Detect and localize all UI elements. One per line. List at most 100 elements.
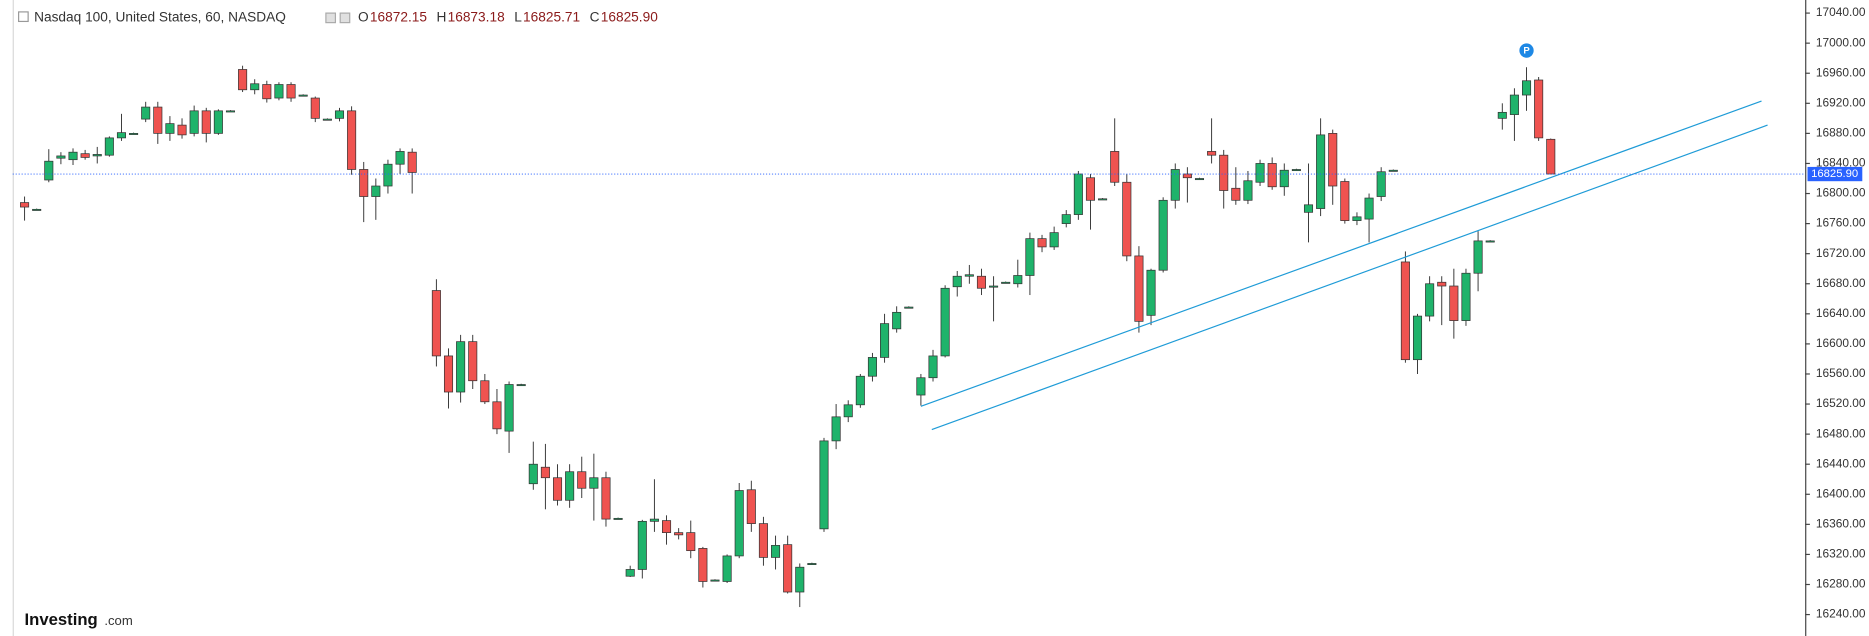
- collapse-icon[interactable]: [18, 11, 29, 23]
- candle-body: [1207, 151, 1217, 156]
- candle-body: [238, 69, 248, 91]
- candle-body: [1219, 154, 1229, 191]
- candle-body: [1267, 163, 1277, 188]
- candle-body: [1522, 80, 1532, 96]
- candle-body: [1340, 181, 1350, 221]
- candle-body: [795, 566, 805, 593]
- candle-body: [807, 563, 817, 565]
- candle-body: [456, 341, 466, 393]
- candle-body: [262, 84, 272, 100]
- candle-body: [880, 323, 890, 358]
- ohlc-value: 16872.15: [370, 9, 427, 24]
- candle-body: [964, 274, 974, 277]
- candle-body: [528, 463, 538, 485]
- candle-body: [771, 545, 781, 558]
- candle-body: [1400, 261, 1410, 361]
- candle-body: [68, 151, 78, 161]
- candle-body: [1376, 171, 1386, 197]
- candle-body: [1243, 180, 1253, 201]
- candle-body: [1279, 169, 1289, 188]
- candle-body: [310, 97, 320, 119]
- y-tick-label: 16840.00: [1816, 156, 1866, 170]
- candle-body: [1122, 181, 1132, 257]
- candle-body: [649, 518, 659, 522]
- candle-body: [1437, 281, 1447, 287]
- settings-icon[interactable]: [325, 12, 337, 24]
- candle-body: [589, 477, 599, 489]
- candle-body: [347, 110, 357, 170]
- candle-body: [395, 151, 405, 165]
- candle-body: [552, 477, 563, 501]
- candle-body: [480, 380, 490, 403]
- candle-body: [637, 520, 647, 570]
- candle-body: [286, 84, 296, 99]
- candle-body: [1485, 240, 1495, 243]
- candle-body: [1073, 173, 1083, 215]
- candle-body: [129, 133, 139, 135]
- candle-body: [189, 110, 199, 134]
- candle-body: [492, 401, 502, 430]
- candle-body: [1303, 204, 1314, 213]
- candle-body: [952, 275, 962, 288]
- candle-body: [1182, 173, 1192, 179]
- y-tick-label: 16800.00: [1816, 186, 1866, 200]
- y-tick-label: 16280.00: [1816, 577, 1866, 591]
- candle-body: [904, 306, 914, 309]
- candle-body: [56, 155, 66, 159]
- candle-body: [540, 466, 550, 479]
- candle-body: [1352, 216, 1362, 221]
- ohlc-key: L: [514, 9, 522, 24]
- candle-body: [601, 477, 611, 520]
- candle-body: [1231, 187, 1241, 201]
- candle-body: [1412, 315, 1423, 361]
- candle-body: [44, 160, 54, 181]
- candle-body: [855, 375, 865, 406]
- candle-body: [1061, 214, 1071, 224]
- y-tick-label: 16360.00: [1816, 516, 1866, 530]
- candle-body: [177, 124, 187, 136]
- candle-body: [1449, 285, 1459, 321]
- candle-body: [250, 83, 260, 91]
- candle-body: [758, 523, 768, 558]
- candle-body: [274, 84, 284, 99]
- ohlc-key: H: [437, 9, 447, 24]
- y-tick-label: 16560.00: [1816, 366, 1866, 380]
- ohlc-key: O: [358, 9, 369, 24]
- candle-body: [674, 532, 684, 536]
- candle-body: [431, 290, 441, 357]
- marker-badge: [1519, 43, 1534, 58]
- y-tick-label: 16320.00: [1816, 547, 1866, 561]
- y-tick-label: 16640.00: [1816, 306, 1866, 320]
- ohlc-value: 16825.71: [523, 9, 580, 24]
- candle-body: [334, 110, 345, 119]
- candle-body: [443, 355, 454, 393]
- candle-body: [746, 489, 756, 524]
- candle-body: [783, 544, 793, 593]
- close-icon[interactable]: [339, 12, 351, 24]
- candle-body: [976, 275, 986, 289]
- candle-body: [504, 384, 514, 432]
- candle-body: [867, 357, 877, 377]
- candle-body: [1013, 275, 1023, 285]
- candle-body: [1328, 133, 1338, 187]
- candle-body: [928, 355, 938, 379]
- candle-body: [698, 548, 708, 582]
- candle-body: [710, 579, 720, 582]
- candle-body: [1037, 238, 1047, 248]
- candle-body: [734, 490, 744, 557]
- logo-suffix: .com: [104, 613, 132, 628]
- logo: Investing .com: [25, 610, 133, 629]
- candle-body: [298, 94, 308, 97]
- candle-body: [722, 555, 732, 582]
- candle-body: [1473, 240, 1483, 274]
- candle-body: [1509, 94, 1519, 115]
- candle-body: [577, 471, 587, 489]
- y-tick-label: 17040.00: [1816, 5, 1866, 19]
- y-tick-label: 16880.00: [1816, 126, 1866, 140]
- candle-body: [831, 416, 841, 442]
- candle-body: [916, 377, 926, 396]
- candle-body: [940, 287, 950, 357]
- candle-body: [625, 569, 635, 577]
- y-tick-label: 16920.00: [1816, 95, 1866, 109]
